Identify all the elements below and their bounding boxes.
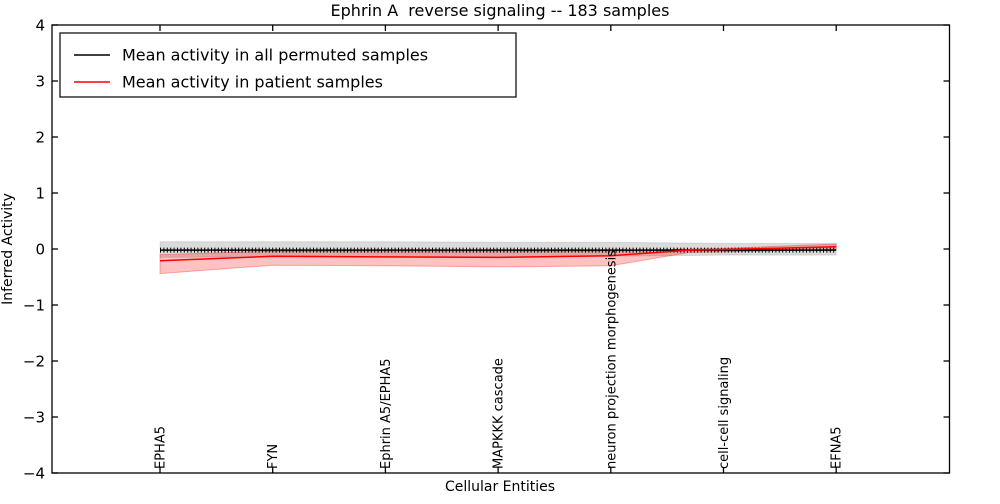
legend-label-patient: Mean activity in patient samples	[122, 73, 383, 92]
y-tick-label: −3	[23, 409, 45, 427]
chart-title: Ephrin A reverse signaling -- 183 sample…	[331, 1, 670, 20]
legend: Mean activity in all permuted samples Me…	[59, 32, 517, 98]
line-patient	[159, 246, 837, 262]
y-tick-label: −4	[23, 465, 45, 483]
x-axis-label: Cellular Entities	[445, 479, 555, 495]
x-tick-label: FYN	[266, 444, 281, 469]
x-tick-labels: EPHA5 FYN Ephrin A5/EPHA5 MAPKKK cascade neu…	[154, 250, 845, 469]
y-tick-label: −2	[23, 353, 45, 371]
x-tick-label: EPHA5	[154, 426, 169, 469]
legend-box	[59, 32, 517, 98]
x-tick-label: MAPKKK cascade	[492, 358, 507, 469]
x-tick-label: EFNA5	[830, 426, 845, 469]
y-tick-label: −1	[23, 297, 45, 315]
y-tick-label: 4	[35, 17, 45, 35]
y-axis-label: Inferred Activity	[0, 193, 16, 305]
y-tick-label: 0	[35, 241, 45, 259]
x-tick-label: cell-cell signaling	[717, 357, 732, 469]
y-tick-label: 3	[35, 73, 45, 91]
x-tick-label: neuron projection morphogenesis	[604, 250, 619, 469]
legend-label-permuted: Mean activity in all permuted samples	[122, 46, 428, 65]
x-tick-label: Ephrin A5/EPHA5	[379, 358, 394, 469]
axes-frame	[51, 24, 951, 474]
y-tick-label: 1	[35, 185, 45, 203]
y-tick-labels: 4 3 2 1 0 −1 −2 −3 −4	[23, 17, 45, 483]
y-tick-label: 2	[35, 129, 45, 147]
chart-lines	[159, 246, 837, 262]
